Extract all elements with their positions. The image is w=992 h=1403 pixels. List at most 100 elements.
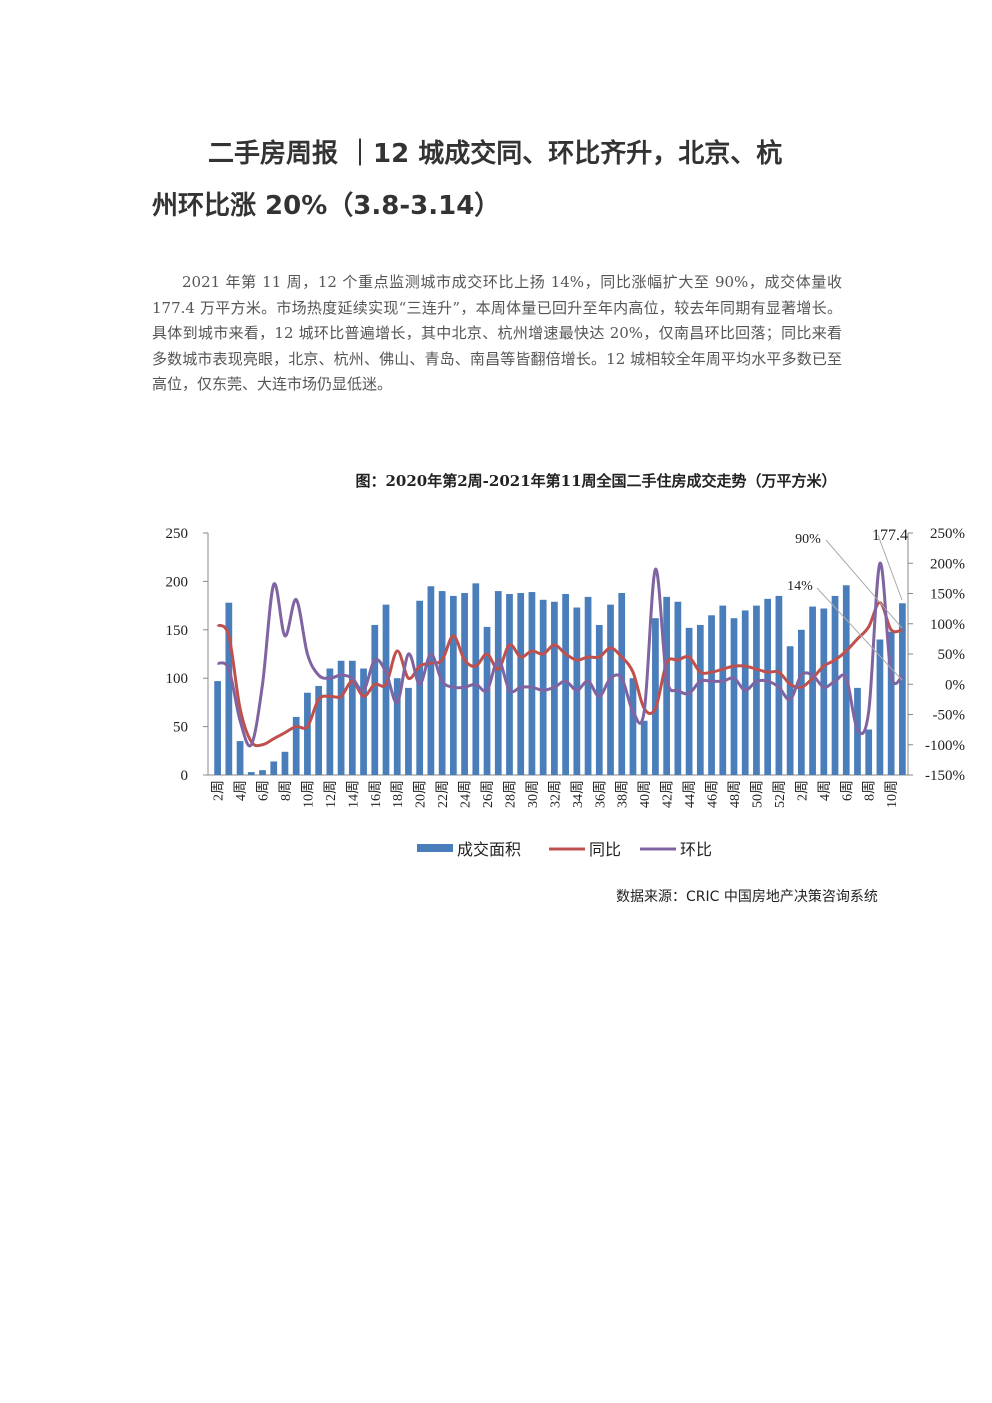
bar: [270, 761, 278, 775]
y-tick-label: 150: [166, 623, 189, 639]
bar: [887, 631, 895, 775]
y2-tick-label: 200%: [930, 556, 965, 572]
y-tick-label: 50: [173, 720, 188, 736]
bar: [753, 605, 760, 775]
bar: [337, 660, 345, 775]
bar: [741, 610, 749, 775]
x-tick-label: 36周: [593, 780, 608, 808]
annotation: 177.4: [872, 527, 908, 544]
x-tick-label: 2周: [795, 780, 810, 801]
bar: [214, 681, 221, 775]
legend-label: 成交面积: [457, 840, 521, 859]
y-tick-label: 0: [181, 768, 189, 784]
leader-line: [877, 534, 903, 601]
x-tick-label: 38周: [616, 780, 631, 808]
bar: [640, 720, 648, 775]
chart: 0 50 100 150 200 250 -150% -100% -50% 0% 50% 100% 15…: [166, 526, 966, 859]
y-tick-label: 200: [166, 574, 189, 590]
x-tick-label: 6周: [257, 780, 272, 801]
bar: [348, 660, 356, 775]
line: [216, 561, 904, 748]
x-tick-label: 6周: [840, 780, 855, 801]
bar: [809, 606, 816, 775]
x-tick-label: 28周: [503, 780, 518, 808]
x-tick-label: 44周: [683, 780, 698, 808]
bar: [618, 593, 626, 775]
bar: [461, 593, 468, 775]
x-tick-label: 20周: [414, 780, 429, 808]
leader-line: [816, 587, 903, 681]
x-tick-label: 10周: [885, 780, 900, 808]
x-tick-label: 4周: [234, 780, 249, 801]
bar: [472, 583, 480, 775]
bar: [674, 601, 682, 775]
x-tick-label: 12周: [324, 780, 339, 808]
x-tick-label: 40周: [638, 780, 653, 808]
bar: [517, 593, 525, 775]
bar: [528, 592, 536, 775]
bar: [382, 604, 390, 775]
y2-tick-label: -50%: [933, 708, 966, 724]
bar: [315, 685, 323, 775]
y2-tick-label: -100%: [925, 738, 965, 754]
bar: [539, 599, 547, 775]
x-tick-label: 18周: [391, 780, 406, 808]
y2-tick-label: -150%: [925, 768, 965, 784]
y2-tick-label: 250%: [930, 526, 965, 542]
bar: [427, 586, 435, 775]
bar: [506, 593, 513, 775]
x-tick-label: 8周: [279, 780, 294, 801]
bar: [225, 602, 233, 775]
bar: [708, 615, 715, 775]
title: 二手房周报 ｜12 城成交同、环比齐升，北京、杭 州环比涨 20%（3.8-3.…: [152, 128, 852, 232]
bar: [685, 627, 693, 775]
x-tick-label: 2周: [212, 780, 227, 801]
x-tick-label: 32周: [548, 780, 563, 808]
title-line: 州环比涨 20%（3.8-3.14）: [152, 191, 501, 221]
x-tick-label: 22周: [436, 780, 451, 808]
bar: [595, 624, 603, 775]
bar: [652, 618, 659, 775]
bar: [876, 639, 884, 775]
y2-tick-label: 50%: [938, 647, 966, 663]
bar: [562, 593, 569, 775]
bar: [786, 646, 794, 775]
x-tick-label: 48周: [728, 780, 743, 808]
y-tick-label: 250: [166, 526, 189, 542]
bar: [584, 596, 592, 775]
bar: [831, 595, 839, 775]
bar: [483, 626, 491, 775]
bar: [393, 678, 401, 775]
bar: [405, 687, 412, 775]
x-tick-label: 46周: [706, 780, 721, 808]
bar: [820, 608, 828, 775]
bar: [449, 595, 457, 775]
bar: [281, 751, 289, 775]
line: [216, 601, 903, 748]
y2-tick-label: 0%: [945, 677, 965, 693]
x-tick-label: 42周: [661, 780, 676, 808]
x-tick-label: 4周: [818, 780, 833, 801]
bar: [607, 604, 614, 775]
x-tick-label: 50周: [750, 780, 765, 808]
x-tick-label: 34周: [571, 780, 586, 808]
x-tick-label: 26周: [481, 780, 496, 808]
bar: [259, 770, 266, 775]
annotation: 90%: [795, 532, 821, 547]
bar: [360, 668, 367, 775]
legend-label: 同比: [589, 840, 621, 859]
x-tick-label: 14周: [346, 780, 361, 808]
bar: [236, 741, 244, 775]
leader-line: [825, 539, 903, 629]
legend-swatch: [417, 844, 453, 852]
x-tick-label: 8周: [863, 780, 878, 801]
x-tick-label: 30周: [526, 780, 541, 808]
x-tick-label: 52周: [773, 780, 788, 808]
legend-label: 环比: [680, 840, 712, 859]
bar: [797, 629, 805, 775]
bar: [899, 603, 906, 775]
bar: [663, 596, 671, 775]
x-tick-label: 24周: [459, 780, 474, 808]
bar: [719, 605, 727, 775]
